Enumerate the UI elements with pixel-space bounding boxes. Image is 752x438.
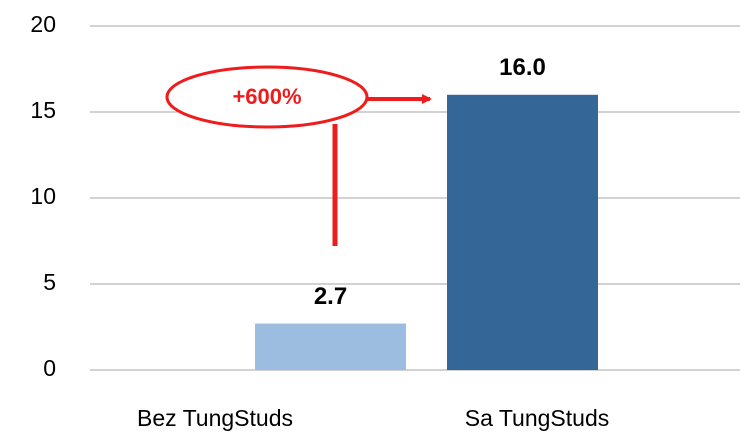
bar bbox=[255, 323, 406, 370]
y-tick-label: 5 bbox=[43, 269, 56, 295]
x-tick-label: Sa TungStuds bbox=[465, 405, 610, 431]
value-label: 2.7 bbox=[314, 283, 347, 310]
y-tick-label: 0 bbox=[43, 355, 56, 381]
x-tick-label: Bez TungStuds bbox=[137, 405, 293, 431]
annotation-ellipse bbox=[165, 65, 369, 129]
y-tick-label: 15 bbox=[30, 97, 56, 123]
bar bbox=[447, 94, 598, 371]
annotation-text: +600% bbox=[232, 84, 301, 109]
value-label: 16.0 bbox=[499, 54, 546, 81]
y-tick-label: 10 bbox=[30, 183, 56, 209]
y-tick-label: 20 bbox=[30, 11, 56, 37]
